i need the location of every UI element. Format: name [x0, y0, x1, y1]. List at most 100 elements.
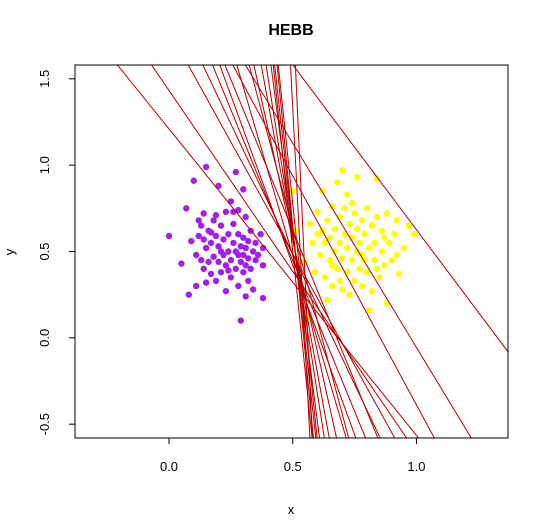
purple-point	[259, 262, 267, 269]
yellow-point	[361, 231, 368, 238]
yellow-point	[326, 256, 334, 264]
separator-line	[289, 65, 311, 438]
yellow-point	[368, 288, 376, 295]
purple-point	[207, 239, 215, 247]
purple-point	[205, 258, 212, 266]
yellow-point	[376, 274, 383, 281]
purple-point	[225, 248, 232, 255]
yellow-point	[371, 256, 378, 264]
yellow-point	[346, 291, 353, 298]
yellow-point	[373, 175, 381, 183]
yellow-point	[363, 205, 371, 212]
purple-point	[230, 239, 237, 247]
y-tick-label: 1.5	[37, 70, 52, 88]
yellow-point	[353, 174, 361, 181]
purple-point	[207, 270, 215, 278]
purple-point	[240, 234, 247, 241]
purple-point	[202, 279, 210, 286]
purple-point	[240, 251, 247, 259]
yellow-point	[311, 269, 319, 276]
purple-point	[242, 262, 249, 269]
yellow-point	[373, 213, 381, 221]
yellow-point	[324, 296, 331, 304]
yellow-point	[344, 244, 351, 252]
purple-point	[227, 274, 235, 281]
purple-point	[247, 265, 254, 272]
purple-point	[257, 231, 264, 238]
yellow-point	[405, 222, 413, 229]
purple-point	[235, 206, 242, 214]
purple-point	[190, 177, 197, 184]
yellow-point	[316, 251, 324, 259]
purple-point	[215, 243, 222, 250]
yellow-point	[341, 231, 348, 238]
purple-point	[195, 217, 202, 224]
purple-point	[188, 237, 195, 245]
purple-point	[222, 208, 230, 215]
purple-point	[249, 286, 257, 293]
purple-point	[242, 244, 249, 252]
separator-line	[116, 65, 420, 438]
purple-point	[235, 251, 242, 259]
yellow-point	[383, 300, 390, 307]
purple-point	[165, 232, 173, 240]
purple-point	[202, 163, 210, 171]
y-tick-label: -0.5	[37, 413, 52, 435]
purple-point	[212, 232, 220, 240]
y-tick-label: 0.0	[37, 329, 52, 347]
x-axis-label: x	[288, 502, 295, 517]
separator-line	[272, 65, 313, 438]
yellow-point	[395, 270, 403, 278]
yellow-point	[391, 231, 398, 238]
purple-point	[202, 244, 210, 252]
separator-line	[277, 65, 318, 438]
purple-point	[242, 293, 249, 300]
yellow-point	[388, 256, 395, 264]
yellow-point	[334, 265, 341, 272]
yellow-point	[351, 277, 358, 285]
yellow-point	[336, 239, 343, 247]
purple-point	[222, 262, 230, 269]
yellow-point	[381, 234, 388, 241]
yellow-point	[331, 225, 338, 233]
yellow-point	[353, 248, 361, 255]
separator-lines	[116, 65, 508, 438]
purple-point	[200, 210, 207, 217]
yellow-point	[324, 217, 331, 224]
purple-point	[254, 251, 262, 259]
purple-point	[242, 213, 249, 221]
yellow-point	[358, 217, 366, 224]
purple-point	[217, 222, 225, 229]
yellow-point	[344, 191, 351, 198]
yellow-point	[366, 307, 373, 314]
yellow-point	[356, 265, 363, 272]
separator-line	[253, 65, 338, 438]
yellow-point	[329, 282, 336, 290]
x-tick-label: 0.5	[284, 459, 302, 474]
purple-point	[252, 256, 259, 264]
yellow-point	[353, 225, 361, 233]
data-layer	[165, 163, 418, 324]
purple-point	[240, 186, 247, 193]
yellow-point	[329, 262, 336, 269]
chart-title: HEBB	[268, 22, 313, 39]
purple-point	[217, 248, 225, 255]
purple-point	[235, 231, 242, 238]
purple-point	[212, 212, 220, 219]
purple-point	[217, 269, 225, 276]
purple-point	[222, 288, 230, 295]
yellow-point	[306, 220, 314, 228]
yellow-point	[339, 286, 346, 293]
yellow-point	[393, 251, 400, 259]
y-tick-label: 1.0	[37, 156, 52, 174]
yellow-point	[314, 231, 321, 238]
purple-point	[232, 265, 239, 272]
yellow-point	[341, 205, 348, 212]
purple-point	[240, 269, 247, 276]
purple-point	[225, 231, 232, 238]
purple-point	[220, 236, 227, 243]
yellow-point	[393, 217, 400, 224]
yellow-point	[348, 256, 356, 264]
yellow-point	[386, 239, 393, 247]
